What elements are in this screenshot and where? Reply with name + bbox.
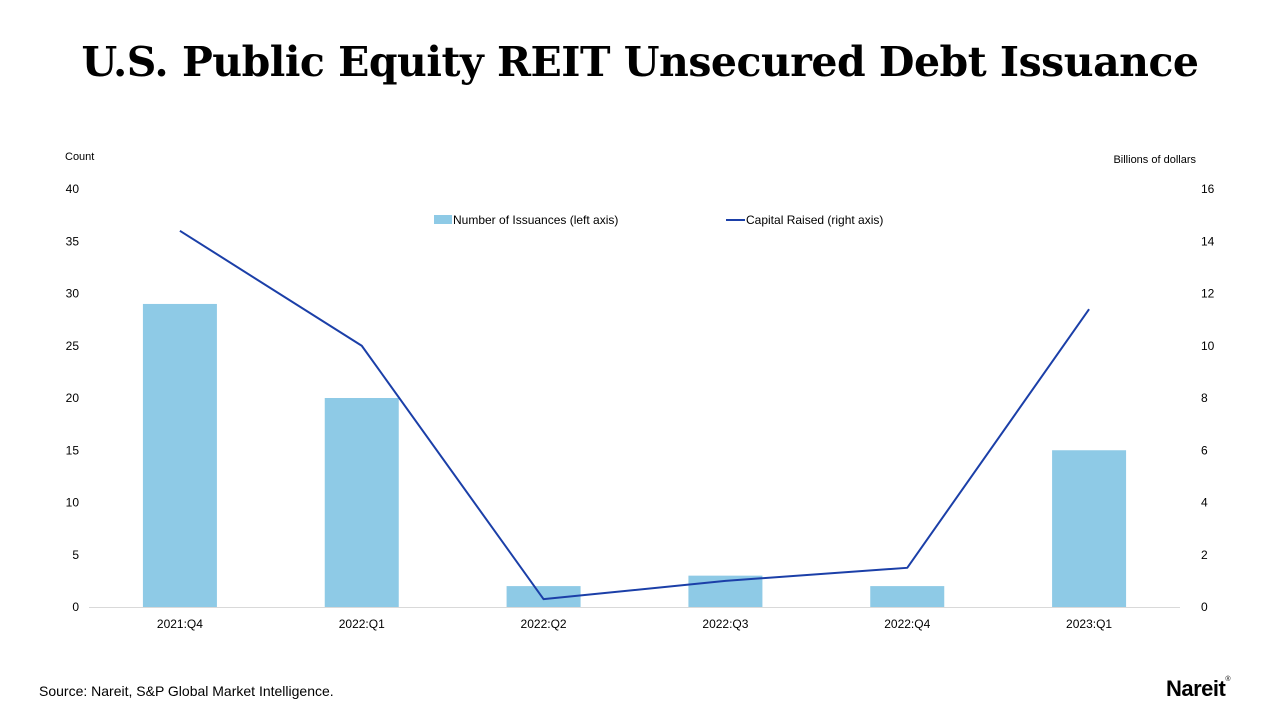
source-note: Source: Nareit, S&P Global Market Intell… — [39, 683, 334, 699]
legend: Number of Issuances (left axis) Capital … — [434, 213, 883, 227]
left-tick-label: 25 — [66, 339, 80, 353]
left-axis-ticks: 0 5 10 15 20 25 30 35 40 — [66, 182, 80, 614]
right-tick-label: 8 — [1201, 391, 1208, 405]
right-tick-label: 6 — [1201, 443, 1208, 457]
x-tick-label: 2022:Q4 — [884, 617, 930, 631]
bar — [506, 586, 581, 607]
nareit-logo: Nareit® — [1166, 676, 1230, 702]
bar — [324, 398, 399, 607]
bar — [870, 586, 945, 607]
x-tick-label: 2022:Q3 — [702, 617, 748, 631]
x-tick-label: 2021:Q4 — [157, 617, 203, 631]
right-tick-label: 2 — [1201, 548, 1208, 562]
registered-mark: ® — [1225, 676, 1231, 683]
left-tick-label: 40 — [66, 182, 80, 196]
left-tick-label: 20 — [66, 391, 80, 405]
x-tick-label: 2022:Q1 — [339, 617, 385, 631]
x-tick-label: 2023:Q1 — [1066, 617, 1112, 631]
x-tick-label: 2022:Q2 — [521, 617, 567, 631]
right-tick-label: 0 — [1201, 600, 1208, 614]
left-tick-label: 15 — [66, 443, 80, 457]
capital-raised-line — [179, 229, 1090, 601]
right-tick-label: 12 — [1201, 287, 1215, 301]
x-axis-ticks: 2021:Q4 2022:Q1 2022:Q2 2022:Q3 2022:Q4 2023:… — [157, 617, 1113, 631]
right-axis-ticks: 0 2 4 6 8 10 12 14 16 — [1201, 182, 1215, 614]
logo-text: Nareit — [1166, 676, 1226, 701]
left-axis-label: Count — [65, 151, 94, 163]
right-tick-label: 16 — [1201, 182, 1215, 196]
left-tick-label: 5 — [72, 548, 79, 562]
page-title: U.S. Public Equity REIT Unsecured Debt I… — [81, 38, 1199, 86]
right-tick-label: 10 — [1201, 339, 1215, 353]
right-tick-label: 4 — [1201, 496, 1208, 510]
left-tick-label: 30 — [66, 287, 80, 301]
left-tick-label: 10 — [66, 496, 80, 510]
legend-bar-label: Number of Issuances (left axis) — [453, 213, 618, 227]
right-tick-label: 14 — [1201, 234, 1215, 248]
legend-line-label: Capital Raised (right axis) — [746, 213, 883, 227]
chart: Count Billions of dollars 05101520253035… — [65, 151, 1215, 631]
bar — [1052, 450, 1127, 607]
right-axis-label: Billions of dollars — [1113, 154, 1196, 166]
bar-series — [142, 303, 1127, 607]
left-tick-label: 35 — [66, 234, 80, 248]
left-tick-label: 0 — [72, 600, 79, 614]
line-series — [179, 229, 1090, 601]
legend-bar-swatch — [434, 215, 452, 224]
bar — [142, 303, 217, 607]
